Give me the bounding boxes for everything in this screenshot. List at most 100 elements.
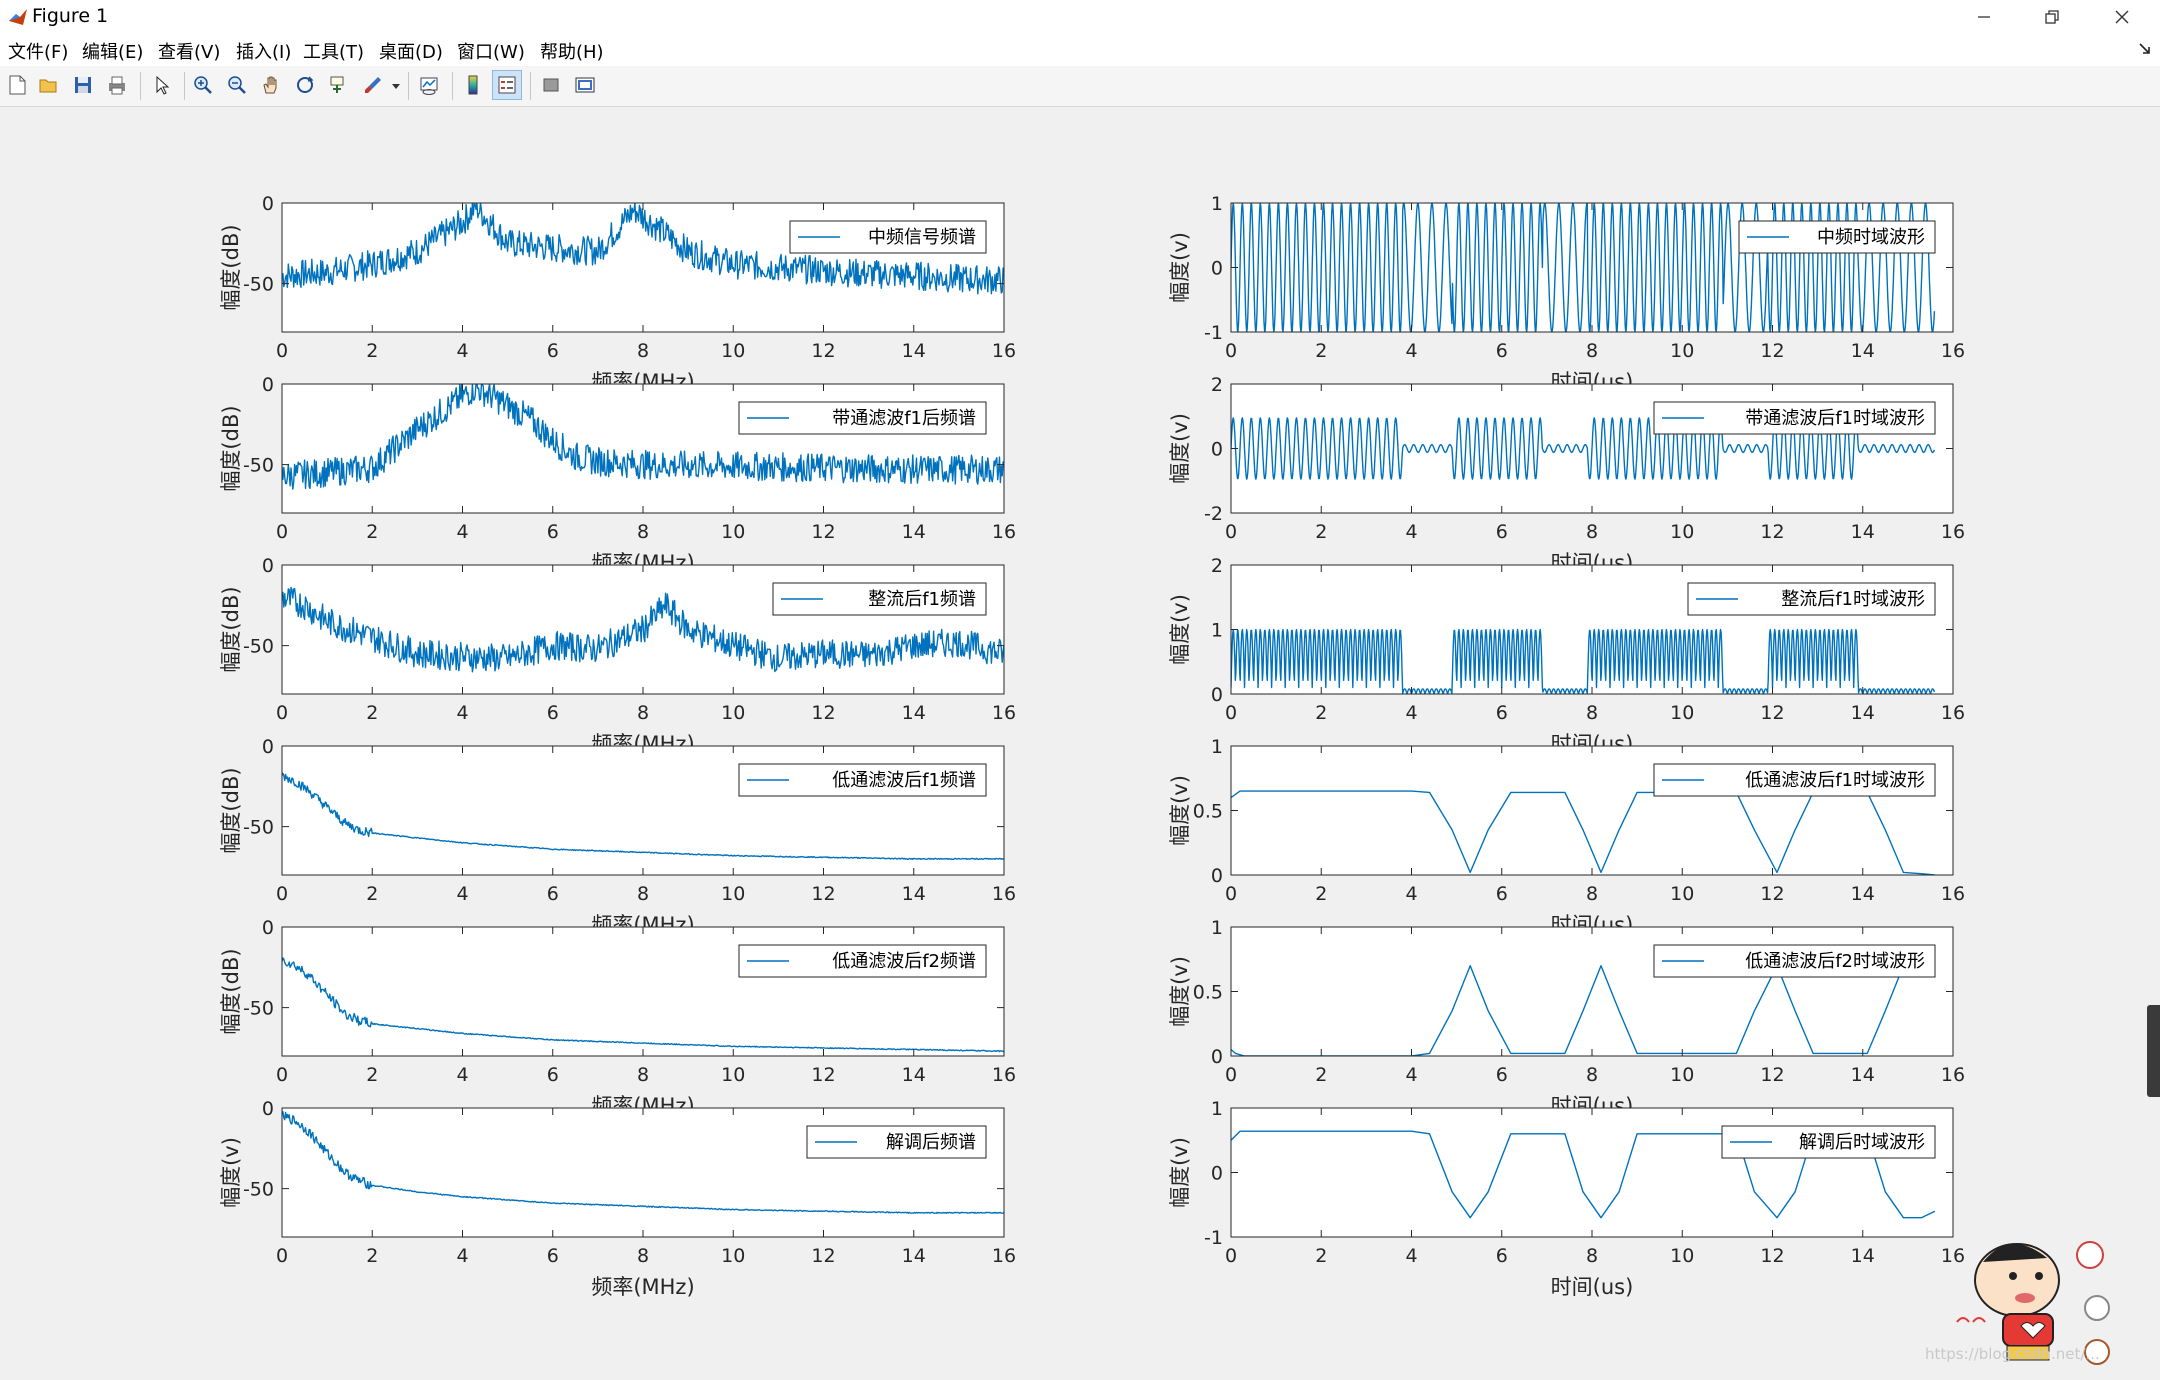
pan-button[interactable] [256,70,286,100]
insert-colorbar-button[interactable] [458,70,488,100]
x-tick-label: 6 [547,1245,559,1267]
menu-edit[interactable]: 编辑(E) [82,42,144,63]
brush-button[interactable] [358,70,388,100]
menu-tools[interactable]: 工具(T) [303,42,365,63]
y-tick-label: -50 [243,1179,274,1201]
show-plot-tools-button[interactable] [570,70,600,100]
zoom-out-button[interactable] [222,70,252,100]
x-tick-label: 12 [1760,340,1784,362]
y-tick-label: 0 [262,736,274,758]
x-tick-label: 2 [1315,521,1327,543]
menu-help[interactable]: 帮助(H) [540,42,604,63]
x-tick-label: 14 [902,883,926,905]
series-line [282,772,1004,861]
x-tick-label: 4 [1405,1245,1417,1267]
series-line [282,1110,1004,1214]
x-tick-label: 4 [456,1064,468,1086]
open-file-icon [39,79,57,93]
rotate-3d-button[interactable] [290,70,320,100]
insert-legend-button[interactable] [492,70,522,100]
data-cursor-icon [330,76,344,93]
legend-label: 低通滤波后f1时域波形 [1745,770,1925,791]
x-tick-label: 10 [1670,883,1694,905]
x-tick-label: 8 [637,340,649,362]
x-tick-label: 10 [721,1064,745,1086]
print-button[interactable] [102,70,132,100]
x-tick-label: 2 [1315,702,1327,724]
save-button[interactable] [68,70,98,100]
legend-label: 带通滤波f1后频谱 [832,408,976,429]
x-tick-label: 0 [276,340,288,362]
legend-label: 解调后时域波形 [1799,1132,1925,1153]
y-axis-label: 幅度(dB) [219,224,243,310]
x-tick-label: 2 [1315,1245,1327,1267]
x-tick-label: 8 [637,702,649,724]
x-tick-label: 12 [811,521,835,543]
x-tick-label: 0 [1225,521,1237,543]
x-tick-label: 4 [1405,883,1417,905]
x-tick-label: 10 [721,702,745,724]
x-axis-label: 频率(MHz) [591,1275,694,1299]
x-tick-label: 12 [1760,521,1784,543]
x-tick-label: 6 [547,1064,559,1086]
y-axis-label: 幅度(v) [1168,594,1192,665]
y-tick-label: 0 [1211,1046,1223,1068]
x-tick-label: 6 [1496,1064,1508,1086]
series-line [282,384,1004,490]
restore-button[interactable] [2018,0,2086,34]
print-icon [109,76,125,95]
x-tick-label: 14 [1851,1245,1875,1267]
legend-label: 整流后f1频谱 [868,589,976,610]
menu-desktop[interactable]: 桌面(D) [379,42,443,63]
open-file-button[interactable] [34,70,64,100]
legend: 整流后f1频谱 [772,582,987,616]
side-widget-tab[interactable] [2147,1005,2160,1097]
matlab-app-icon [9,9,27,25]
close-button[interactable] [2088,0,2156,34]
new-figure-button[interactable] [2,70,32,100]
x-tick-label: 10 [1670,1245,1694,1267]
link-plot-button[interactable] [414,70,444,100]
x-tick-label: 16 [1941,1064,1965,1086]
menu-file[interactable]: 文件(F) [8,42,69,63]
y-axis-label: 幅度(v) [219,1137,243,1208]
series-line [1231,417,1936,480]
dock-arrow-icon[interactable] [2138,42,2152,56]
legend-label: 低通滤波后f1频谱 [832,770,976,791]
x-tick-label: 2 [366,521,378,543]
zoom-in-button[interactable] [188,70,218,100]
legend: 低通滤波后f1频谱 [738,763,987,797]
y-tick-label: 0 [262,374,274,396]
x-tick-label: 14 [902,1245,926,1267]
legend-box [789,220,987,254]
menu-view[interactable]: 查看(V) [158,42,221,63]
edit-plot-button[interactable] [146,70,176,100]
legend: 解调后时域波形 [1721,1125,1936,1159]
show-plot-tools-icon [575,77,595,93]
menu-window[interactable]: 窗口(W) [457,42,525,63]
rotate-3d-icon [297,76,314,93]
restore-icon [2045,10,2059,24]
x-tick-label: 4 [456,521,468,543]
x-tick-label: 14 [902,340,926,362]
legend: 低通滤波后f2频谱 [738,944,987,978]
x-tick-label: 16 [992,1064,1016,1086]
y-axis-label: 幅度(dB) [219,586,243,672]
y-tick-label: 2 [1211,555,1223,577]
brush-dropdown-icon[interactable] [392,82,400,90]
minimize-button[interactable] [1950,0,2018,34]
hide-plot-tools-button[interactable] [536,70,566,100]
menu-insert[interactable]: 插入(I) [236,42,292,63]
x-tick-label: 4 [456,1245,468,1267]
x-tick-label: 12 [1760,883,1784,905]
legend-box [1721,1125,1936,1159]
hide-plot-tools-icon [543,78,559,92]
series-line [282,586,1004,673]
x-tick-label: 6 [547,521,559,543]
data-cursor-button[interactable] [324,70,354,100]
x-tick-label: 16 [1941,340,1965,362]
